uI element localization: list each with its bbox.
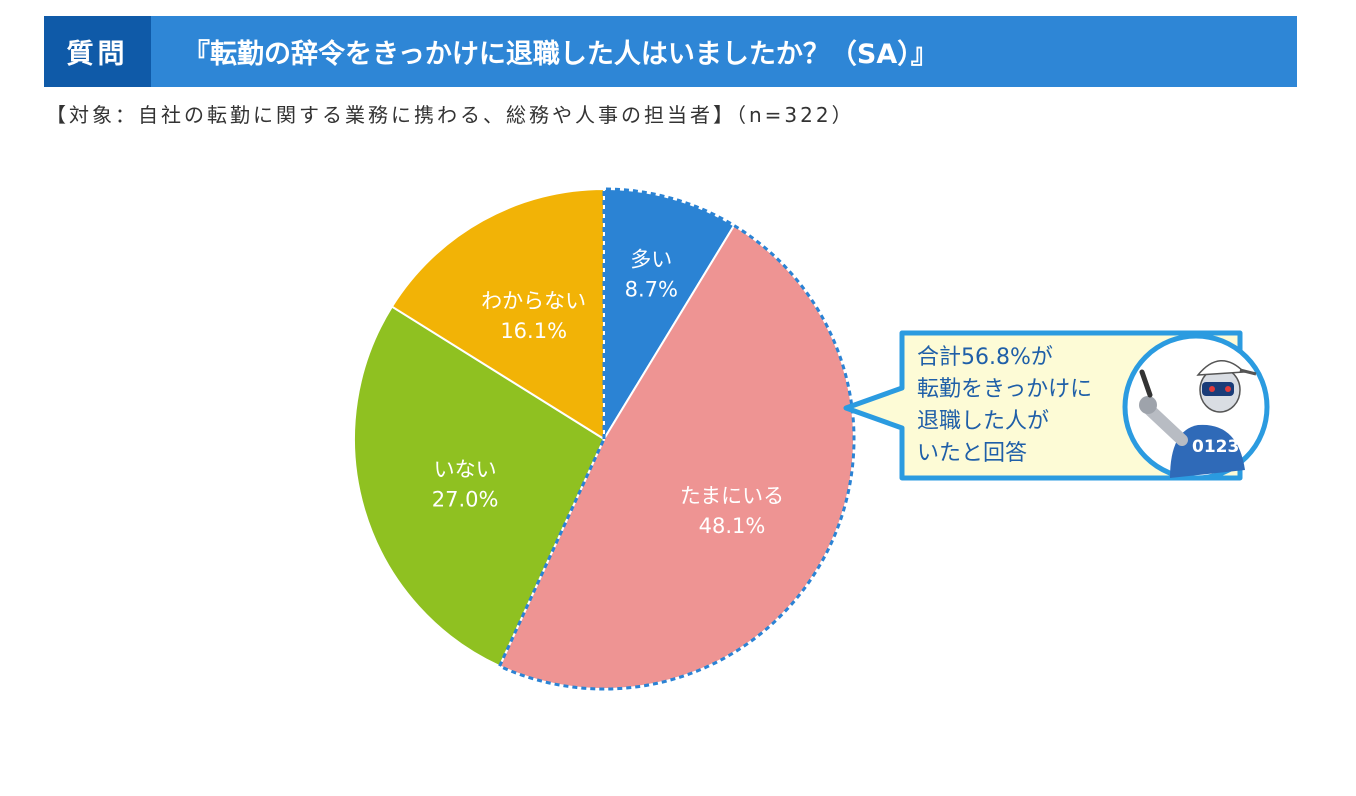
survey-target-subtitle: 【対象：自社の転勤に関する業務に携わる、総務や人事の担当者】（n=322） [46, 103, 855, 127]
mascot-number: 0123 [1192, 437, 1239, 457]
highlight-outline [497, 187, 856, 691]
pie-labels: 多い 8.7% たまにいる 48.1% いない 27.0% わからない 16.1% [432, 248, 784, 539]
callout-line-4: いたと回答 [917, 441, 1027, 466]
header-bar: 質問 『転勤の辞令をきっかけに退職した人はいましたか？（SA）』 [44, 16, 1297, 87]
mascot-illustration: 0123 [1122, 333, 1270, 481]
callout-line-2: 転勤をきっかけに [917, 377, 1092, 402]
slice-category-label: たまにいる [680, 484, 784, 508]
callout-line-1: 合計56.8%が [917, 345, 1053, 370]
question-title: 『転勤の辞令をきっかけに退職した人はいましたか？（SA）』 [183, 39, 938, 70]
callout-line-3: 退職した人が [917, 409, 1049, 434]
slice-value-label: 8.7% [625, 278, 678, 302]
slice-category-label: 多い [630, 248, 672, 272]
slice-category-label: わからない [481, 289, 586, 313]
slice-value-label: 16.1% [500, 319, 567, 343]
slice-value-label: 27.0% [432, 488, 499, 512]
question-tag: 質問 [44, 16, 151, 87]
pie-slice-4 [390, 187, 605, 441]
callout: 合計56.8%が 転勤をきっかけに 退職した人が いたと回答 0123 [843, 330, 1270, 481]
slice-category-label: いない [434, 458, 497, 482]
pie-slice-3 [353, 305, 606, 668]
pie-slices [353, 187, 855, 690]
slice-value-label: 48.1% [699, 514, 766, 538]
